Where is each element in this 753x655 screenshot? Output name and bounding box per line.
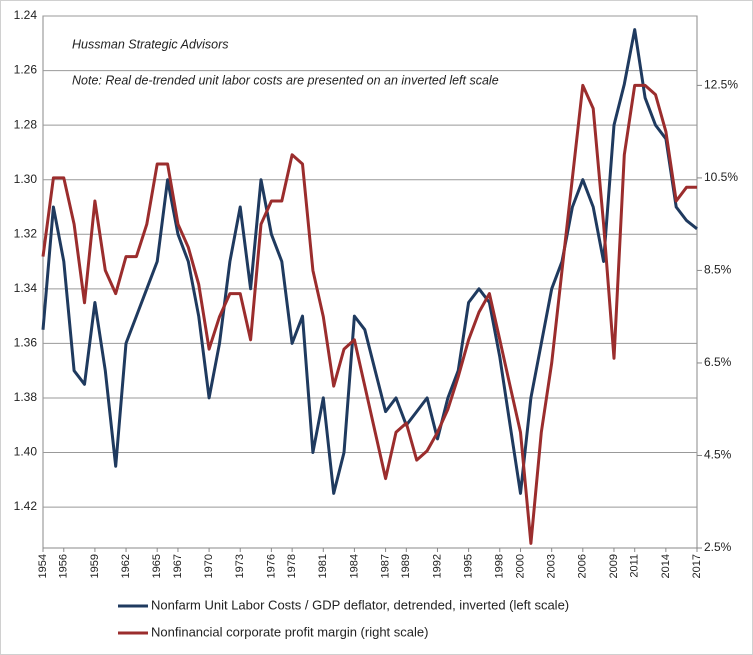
x-tick-label: 1992 bbox=[431, 554, 443, 578]
y-tick-label: 1.40 bbox=[14, 445, 38, 459]
x-tick-label: 1987 bbox=[379, 554, 391, 578]
x-tick-label: 1967 bbox=[172, 554, 184, 578]
y-tick-label: 1.36 bbox=[14, 336, 38, 350]
y-tick-label: 1.38 bbox=[14, 390, 38, 404]
x-tick-label: 2017 bbox=[691, 554, 703, 578]
x-tick-label: 2006 bbox=[577, 554, 589, 578]
legend-label: Nonfinancial corporate profit margin (ri… bbox=[151, 624, 428, 639]
x-tick-label: 1965 bbox=[151, 554, 163, 578]
y2-tick-label: 12.5% bbox=[704, 78, 738, 92]
y-tick-label: 1.28 bbox=[14, 117, 38, 131]
x-tick-label: 1959 bbox=[89, 554, 101, 578]
x-tick-label: 1998 bbox=[494, 554, 506, 578]
y2-tick-label: 8.5% bbox=[704, 263, 732, 277]
x-tick-label: 1995 bbox=[463, 554, 475, 578]
y-tick-label: 1.24 bbox=[14, 8, 38, 22]
x-tick-label: 1973 bbox=[234, 554, 246, 578]
x-tick-label: 2009 bbox=[608, 554, 620, 578]
x-tick-label: 1956 bbox=[58, 554, 70, 578]
x-tick-label: 1984 bbox=[348, 554, 360, 578]
y-tick-label: 1.34 bbox=[14, 281, 38, 295]
x-tick-label: 1981 bbox=[317, 554, 329, 578]
x-tick-label: 1962 bbox=[120, 554, 132, 578]
series-line bbox=[41, 83, 697, 545]
x-tick-label: 2014 bbox=[660, 554, 672, 578]
y2-tick-label: 4.5% bbox=[704, 448, 732, 462]
x-tick-label: 2011 bbox=[629, 554, 641, 578]
x-tick-label: 1954 bbox=[37, 554, 49, 578]
x-tick-label: 1970 bbox=[203, 554, 215, 578]
y-tick-label: 1.26 bbox=[14, 63, 38, 77]
series-line bbox=[41, 28, 698, 495]
x-tick-label: 2000 bbox=[514, 554, 526, 578]
y2-tick-label: 6.5% bbox=[704, 355, 732, 369]
x-tick-label: 1989 bbox=[400, 554, 412, 578]
y-tick-label: 1.42 bbox=[14, 499, 38, 513]
annotation: Note: Real de-trended unit labor costs a… bbox=[72, 73, 499, 87]
legend-label: Nonfarm Unit Labor Costs / GDP deflator,… bbox=[151, 597, 569, 612]
x-tick-label: 1976 bbox=[265, 554, 277, 578]
y-tick-label: 1.32 bbox=[14, 226, 38, 240]
y-tick-label: 1.30 bbox=[14, 172, 38, 186]
x-tick-label: 1978 bbox=[286, 554, 298, 578]
y2-tick-label: 10.5% bbox=[704, 170, 738, 184]
y2-tick-label: 2.5% bbox=[704, 540, 732, 554]
annotation: Hussman Strategic Advisors bbox=[72, 37, 229, 51]
x-tick-label: 2003 bbox=[546, 554, 558, 578]
